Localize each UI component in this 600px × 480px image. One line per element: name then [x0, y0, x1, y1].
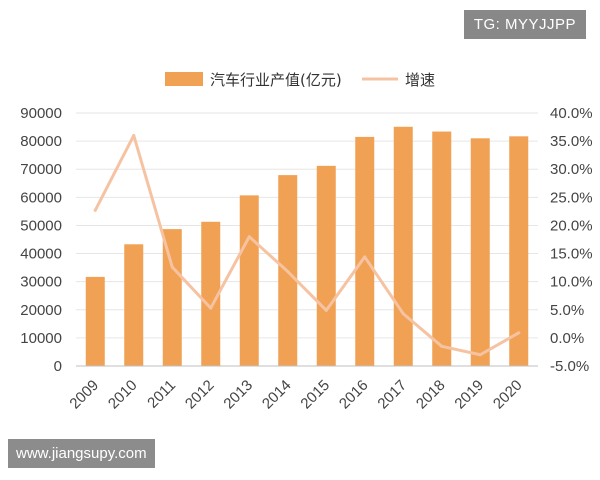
- y-left-tick-label: 30000: [20, 274, 62, 291]
- y-left-tick-label: 60000: [20, 189, 62, 206]
- x-tick-label: 2011: [144, 377, 179, 412]
- growth-point: [132, 133, 136, 137]
- y-right-tick-label: 10.0%: [550, 274, 593, 291]
- growth-point: [209, 306, 213, 310]
- legend: 汽车行业产值(亿元) 增速: [165, 71, 435, 89]
- x-tick-label: 2013: [220, 377, 256, 413]
- x-tick-label: 2015: [297, 377, 333, 413]
- axes: 0 10000 20000 30000 40000 50000 60000 70000 8000…: [20, 105, 592, 412]
- growth-point: [440, 344, 444, 348]
- growth-line: [93, 133, 521, 357]
- legend-line-label: 增速: [405, 71, 435, 89]
- y-left-tick-label: 80000: [20, 133, 62, 150]
- bar: [316, 165, 336, 366]
- legend-bar-swatch: [165, 72, 203, 86]
- bar: [393, 126, 413, 366]
- y-left-tick-label: 0: [54, 358, 62, 375]
- x-tick-label: 2016: [336, 377, 372, 413]
- line-series: [93, 133, 521, 357]
- x-tick-label: 2012: [182, 377, 218, 413]
- growth-point: [517, 331, 521, 335]
- y-right-tick-label: 20.0%: [550, 217, 593, 234]
- growth-point: [324, 308, 328, 312]
- y-right-tick-label: 5.0%: [550, 302, 584, 319]
- bar: [124, 244, 144, 366]
- growth-point: [247, 235, 251, 239]
- x-tick-label: 2017: [374, 377, 410, 413]
- growth-point: [286, 270, 290, 274]
- growth-point: [401, 312, 405, 316]
- y-right-tick-label: 35.0%: [550, 133, 593, 150]
- x-tick-label: 2020: [490, 377, 526, 413]
- y-right-tick-label: 30.0%: [550, 161, 593, 178]
- growth-point: [170, 265, 174, 269]
- y-right-tick-label: 0.0%: [550, 330, 584, 347]
- bar: [509, 136, 529, 366]
- bar: [355, 136, 375, 366]
- growth-point: [93, 208, 97, 212]
- watermark-bottom: www.jiangsupy.com: [8, 439, 155, 468]
- x-tick-label: 2009: [66, 377, 102, 413]
- y-right-tick-label: -5.0%: [550, 358, 589, 375]
- legend-bar-label: 汽车行业产值(亿元): [210, 71, 342, 89]
- bar-series: [85, 126, 529, 366]
- y-right-tick-label: 25.0%: [550, 189, 593, 206]
- y-right-tick-label: 15.0%: [550, 246, 593, 263]
- y-right-tick-label: 40.0%: [550, 105, 593, 122]
- growth-point: [478, 353, 482, 357]
- x-tick-label: 2014: [259, 377, 295, 413]
- x-tick-label: 2019: [451, 377, 487, 413]
- bar: [85, 276, 105, 366]
- y-left-tick-label: 40000: [20, 246, 62, 263]
- bar: [470, 138, 490, 366]
- y-left-tick-label: 70000: [20, 161, 62, 178]
- y-left-tick-label: 20000: [20, 302, 62, 319]
- x-tick-label: 2010: [105, 377, 141, 413]
- gridlines: [76, 112, 538, 339]
- y-left-tick-label: 10000: [20, 330, 62, 347]
- watermark-top: TG: MYYJJPP: [463, 10, 586, 39]
- y-left-tick-label: 50000: [20, 217, 62, 234]
- bar: [201, 221, 221, 366]
- bar: [432, 131, 452, 366]
- y-left-tick-label: 90000: [20, 105, 62, 122]
- growth-point: [363, 255, 367, 259]
- bar: [162, 229, 182, 366]
- bar: [239, 195, 259, 366]
- x-tick-label: 2018: [413, 377, 449, 413]
